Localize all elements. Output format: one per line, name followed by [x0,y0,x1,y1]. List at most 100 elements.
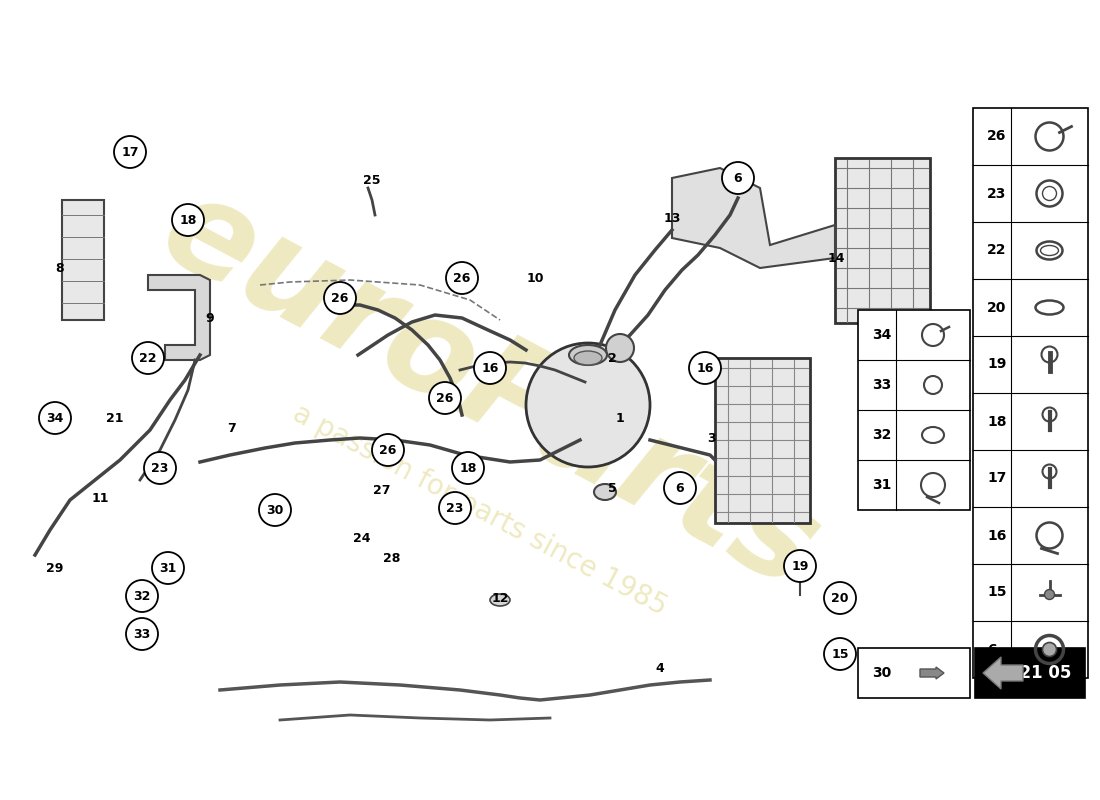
Polygon shape [672,168,835,268]
Circle shape [39,402,72,434]
Circle shape [452,452,484,484]
Text: 7: 7 [228,422,236,434]
Text: 18: 18 [460,462,476,474]
Circle shape [439,492,471,524]
Bar [975,648,1085,698]
Text: 34: 34 [872,328,891,342]
Text: 4: 4 [656,662,664,674]
Text: 30: 30 [266,503,284,517]
Circle shape [722,162,754,194]
Text: 16: 16 [987,529,1007,542]
Text: 13: 13 [663,211,681,225]
Circle shape [664,472,696,504]
Text: 29: 29 [46,562,64,574]
Text: 16: 16 [696,362,714,374]
Circle shape [824,582,856,614]
Text: 2: 2 [607,351,616,365]
Text: 1: 1 [616,411,625,425]
Bar [858,310,970,510]
Bar [715,358,810,523]
Text: 22: 22 [140,351,156,365]
Text: 24: 24 [353,531,371,545]
Text: 26: 26 [331,291,349,305]
Text: 23: 23 [987,186,1007,201]
Text: 20: 20 [987,301,1007,314]
Polygon shape [983,657,1023,689]
Text: 10: 10 [526,271,543,285]
Circle shape [689,352,720,384]
Text: 18: 18 [987,414,1007,429]
Circle shape [152,552,184,584]
Text: 6: 6 [987,642,997,657]
Ellipse shape [594,484,616,500]
Text: 26: 26 [987,130,1007,143]
Text: 9: 9 [206,311,214,325]
Text: 23: 23 [447,502,464,514]
FancyArrow shape [920,667,944,679]
Text: 6: 6 [734,171,742,185]
Circle shape [784,550,816,582]
Circle shape [114,136,146,168]
Text: 30: 30 [872,666,891,680]
Circle shape [824,638,856,670]
Ellipse shape [574,351,602,365]
Bar [974,108,1088,678]
Text: 26: 26 [379,443,397,457]
Circle shape [792,560,808,576]
Text: 26: 26 [437,391,453,405]
Text: 23: 23 [152,462,168,474]
Text: 3: 3 [707,431,716,445]
Text: 22: 22 [987,243,1007,258]
Circle shape [1043,642,1056,657]
Circle shape [126,618,158,650]
Text: 26: 26 [453,271,471,285]
Circle shape [172,204,204,236]
Text: 32: 32 [133,590,151,602]
Text: 33: 33 [872,378,891,392]
Polygon shape [148,275,210,360]
Circle shape [474,352,506,384]
Text: 8: 8 [56,262,64,274]
Circle shape [372,434,404,466]
Text: 31: 31 [160,562,177,574]
Text: 17: 17 [987,471,1007,486]
Text: 19: 19 [987,358,1007,371]
Bar [835,158,930,323]
Circle shape [126,580,158,612]
Text: 15: 15 [987,586,1007,599]
Text: 17: 17 [121,146,139,158]
Text: 121 05: 121 05 [1009,664,1071,682]
Bar [858,648,970,698]
Text: 14: 14 [827,251,845,265]
Text: 11: 11 [91,491,109,505]
Circle shape [144,452,176,484]
Text: 5: 5 [607,482,616,494]
Ellipse shape [490,594,510,606]
Circle shape [526,343,650,467]
Circle shape [132,342,164,374]
Bar [62,200,104,320]
Text: 20: 20 [832,591,849,605]
Text: 31: 31 [872,478,891,492]
Text: 6: 6 [675,482,684,494]
Circle shape [446,262,478,294]
Text: 33: 33 [133,627,151,641]
Text: 28: 28 [383,551,400,565]
Text: a passion for parts since 1985: a passion for parts since 1985 [288,399,672,621]
Text: 16: 16 [482,362,498,374]
Text: euroParts: euroParts [141,164,839,616]
Text: 18: 18 [179,214,197,226]
Ellipse shape [569,345,607,365]
Circle shape [258,494,292,526]
Text: 15: 15 [832,647,849,661]
Text: 34: 34 [46,411,64,425]
Circle shape [324,282,356,314]
Circle shape [1045,590,1055,599]
Circle shape [429,382,461,414]
Text: 25: 25 [363,174,381,186]
Text: 21: 21 [107,411,123,425]
Text: 19: 19 [791,559,808,573]
Text: 12: 12 [492,591,508,605]
Text: 27: 27 [373,483,390,497]
Text: 32: 32 [872,428,891,442]
